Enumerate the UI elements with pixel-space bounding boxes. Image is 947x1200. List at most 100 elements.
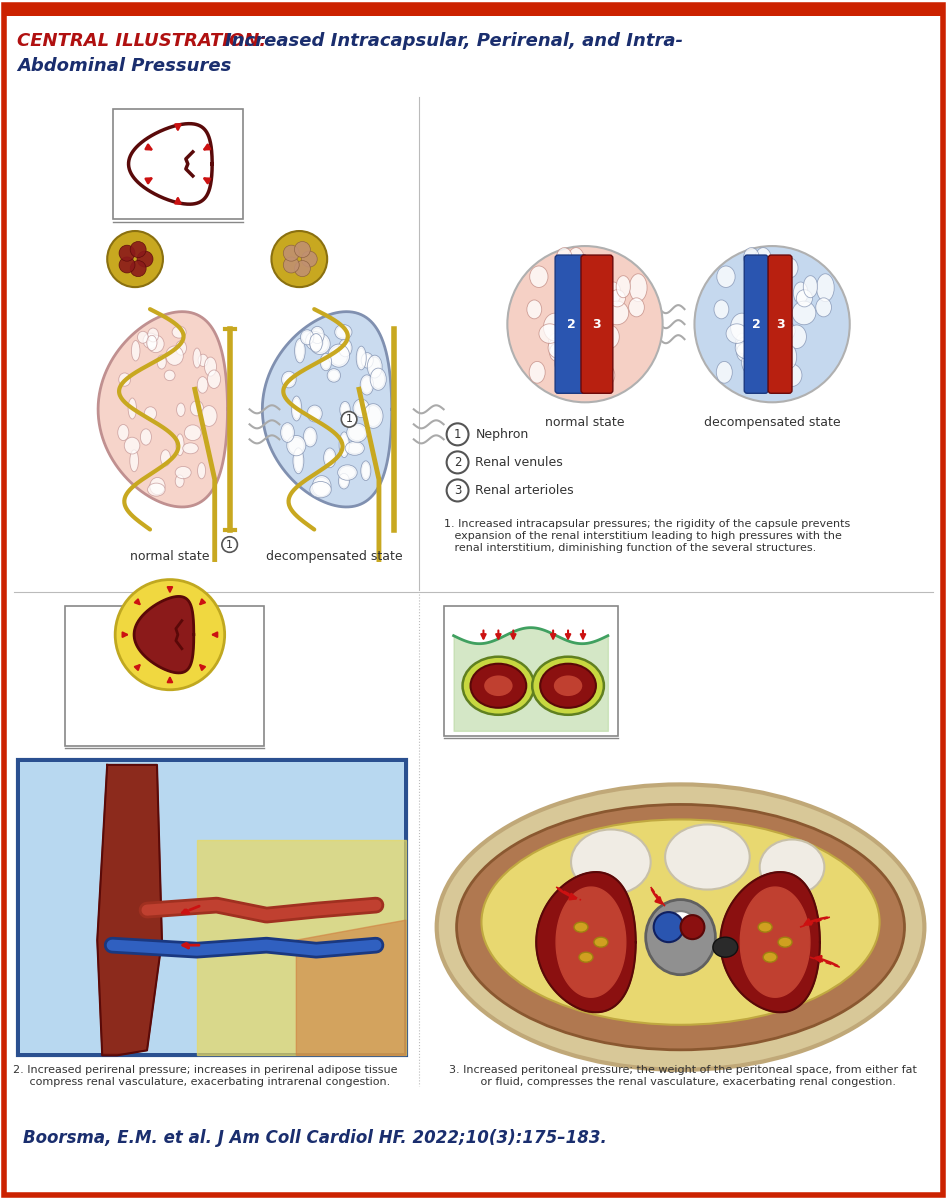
Ellipse shape: [340, 434, 348, 456]
Polygon shape: [296, 920, 406, 1055]
Ellipse shape: [743, 247, 759, 268]
Ellipse shape: [529, 266, 548, 288]
Circle shape: [295, 260, 311, 277]
Ellipse shape: [360, 374, 373, 395]
Ellipse shape: [347, 424, 367, 443]
Ellipse shape: [581, 341, 594, 356]
Ellipse shape: [198, 463, 205, 479]
Ellipse shape: [207, 370, 221, 389]
Ellipse shape: [595, 258, 611, 278]
Circle shape: [119, 257, 135, 272]
Ellipse shape: [629, 298, 644, 317]
Ellipse shape: [176, 434, 184, 456]
Text: 3: 3: [454, 484, 461, 497]
Ellipse shape: [549, 342, 568, 362]
Ellipse shape: [310, 334, 322, 353]
Ellipse shape: [185, 425, 201, 440]
Ellipse shape: [280, 422, 295, 443]
Ellipse shape: [667, 911, 694, 934]
Ellipse shape: [303, 427, 317, 446]
Ellipse shape: [539, 324, 561, 343]
Ellipse shape: [759, 840, 824, 894]
Ellipse shape: [794, 282, 808, 304]
Ellipse shape: [361, 353, 373, 368]
Polygon shape: [556, 887, 626, 997]
Ellipse shape: [768, 328, 781, 354]
Ellipse shape: [815, 298, 831, 317]
Ellipse shape: [749, 340, 771, 361]
Text: 2. Increased perirenal pressure; increases in perirenal adipose tissue
   compre: 2. Increased perirenal pressure; increas…: [12, 1066, 397, 1087]
Ellipse shape: [371, 370, 384, 389]
Ellipse shape: [132, 341, 140, 361]
Circle shape: [301, 251, 317, 268]
Polygon shape: [262, 312, 392, 506]
Text: decompensated state: decompensated state: [266, 550, 402, 563]
Ellipse shape: [147, 335, 157, 350]
Ellipse shape: [190, 401, 204, 416]
Circle shape: [653, 912, 684, 942]
Ellipse shape: [300, 330, 313, 344]
Ellipse shape: [338, 473, 349, 488]
Ellipse shape: [339, 475, 348, 487]
Ellipse shape: [130, 450, 138, 472]
Ellipse shape: [567, 247, 584, 272]
Ellipse shape: [175, 341, 187, 355]
Ellipse shape: [201, 406, 217, 426]
Ellipse shape: [557, 247, 572, 268]
Ellipse shape: [553, 674, 583, 697]
Ellipse shape: [462, 656, 534, 715]
Ellipse shape: [340, 341, 350, 355]
Ellipse shape: [646, 900, 715, 974]
Circle shape: [137, 251, 153, 268]
Ellipse shape: [761, 296, 777, 320]
Polygon shape: [197, 840, 406, 1055]
Ellipse shape: [726, 324, 748, 343]
Ellipse shape: [796, 289, 813, 307]
Text: decompensated state: decompensated state: [704, 416, 840, 430]
Ellipse shape: [289, 437, 304, 454]
Ellipse shape: [735, 337, 758, 359]
Ellipse shape: [755, 247, 772, 272]
Ellipse shape: [118, 373, 131, 386]
Ellipse shape: [598, 346, 610, 368]
Ellipse shape: [308, 334, 322, 348]
Ellipse shape: [312, 484, 330, 496]
Ellipse shape: [295, 341, 304, 361]
Ellipse shape: [338, 464, 357, 480]
Ellipse shape: [737, 342, 755, 362]
Ellipse shape: [166, 346, 184, 365]
Ellipse shape: [175, 467, 191, 479]
Ellipse shape: [781, 364, 802, 386]
Ellipse shape: [803, 276, 817, 298]
Ellipse shape: [759, 922, 772, 932]
Bar: [6, 7, 941, 17]
Circle shape: [681, 916, 705, 940]
Ellipse shape: [310, 481, 331, 498]
Ellipse shape: [143, 334, 158, 348]
Ellipse shape: [368, 358, 381, 376]
Ellipse shape: [339, 340, 352, 356]
Ellipse shape: [777, 313, 790, 341]
Ellipse shape: [793, 301, 815, 325]
Ellipse shape: [364, 403, 383, 428]
Ellipse shape: [311, 335, 321, 350]
Ellipse shape: [144, 407, 156, 420]
Ellipse shape: [763, 952, 777, 962]
Ellipse shape: [581, 328, 595, 354]
Circle shape: [447, 480, 469, 502]
Ellipse shape: [282, 425, 293, 440]
Ellipse shape: [328, 368, 341, 382]
Ellipse shape: [283, 373, 295, 386]
Ellipse shape: [312, 335, 329, 353]
Ellipse shape: [665, 824, 750, 889]
Bar: [114, 109, 242, 220]
Ellipse shape: [481, 820, 880, 1025]
Ellipse shape: [193, 348, 201, 368]
Ellipse shape: [590, 313, 602, 341]
Ellipse shape: [172, 326, 187, 338]
Ellipse shape: [356, 346, 366, 370]
Polygon shape: [741, 887, 810, 997]
Ellipse shape: [594, 937, 608, 947]
FancyBboxPatch shape: [744, 256, 768, 394]
Circle shape: [116, 580, 224, 690]
